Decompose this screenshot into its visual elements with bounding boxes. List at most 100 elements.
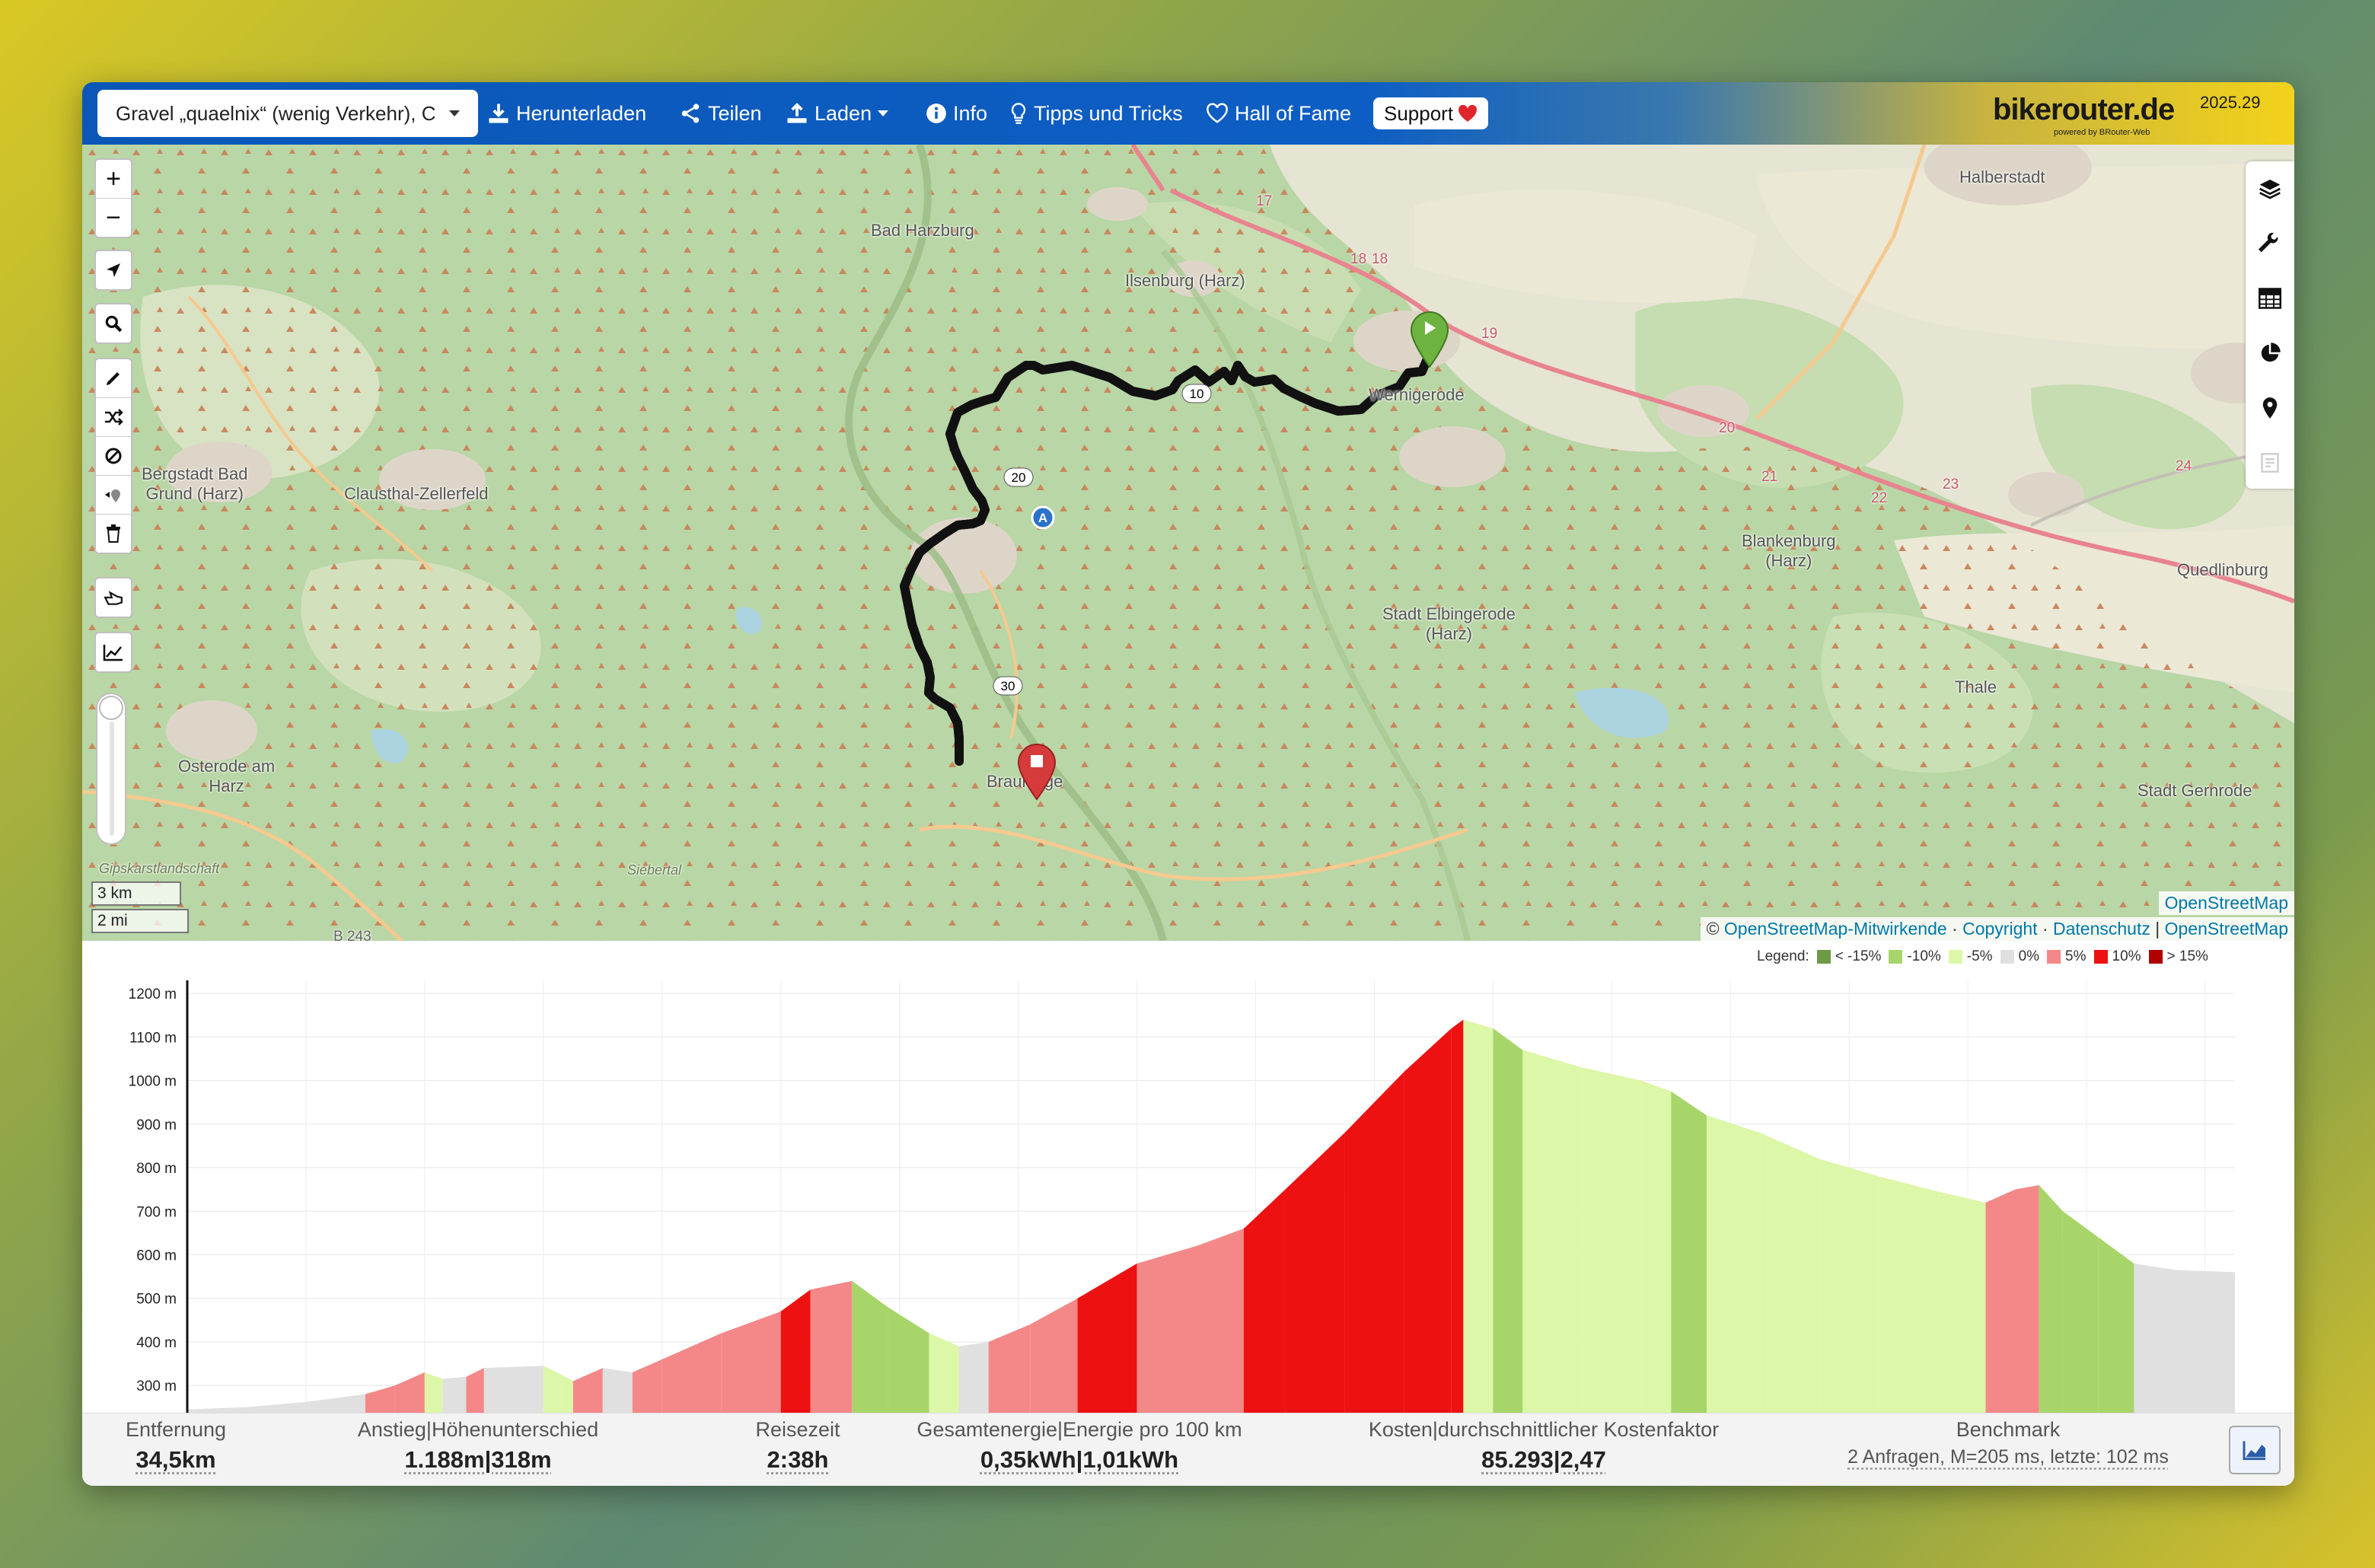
stop-icon <box>1031 755 1043 767</box>
legend-swatch <box>2148 949 2163 964</box>
profile-select[interactable]: Gravel „quaelnix“ (wenig Verkehr), C <box>97 90 478 137</box>
table-button[interactable] <box>2246 271 2294 326</box>
brand-logo[interactable]: bikerouter.de powered by BRouter-Web <box>1993 90 2191 137</box>
elevation-segment <box>1879 1176 1939 1413</box>
zoom-out-button[interactable]: − <box>106 202 121 232</box>
svg-text:30: 30 <box>1001 679 1015 693</box>
svg-text:20: 20 <box>1012 470 1026 485</box>
info-icon <box>926 104 946 123</box>
elevation-segment <box>1707 1115 1761 1413</box>
pie-chart-icon <box>2261 343 2281 362</box>
copyright-symbol: © <box>1706 919 1720 939</box>
analysis-button[interactable] <box>2246 326 2294 381</box>
legend-swatch <box>2000 949 2014 964</box>
stat-ascent: Anstieg|Höhenunterschied 1.188m|318m <box>333 1413 623 1474</box>
osm-link[interactable]: OpenStreetMap <box>2164 919 2288 939</box>
road-number: 18 <box>1350 251 1367 267</box>
elevation-segment <box>1819 1158 1879 1413</box>
elevation-segment <box>1243 1189 1286 1413</box>
attribution-top[interactable]: OpenStreetMap <box>2158 891 2294 915</box>
no-go-area-button[interactable] <box>96 437 131 476</box>
elevation-segment <box>1077 1263 1137 1413</box>
elevation-chart-button[interactable] <box>96 633 131 671</box>
separator: · <box>2042 919 2048 939</box>
reverse-route-button[interactable] <box>96 398 131 437</box>
privacy-link[interactable]: Datenschutz <box>2053 919 2150 939</box>
legend-label: 10% <box>2112 948 2141 964</box>
elevation-segment <box>2015 1184 2039 1413</box>
place-label: Halberstadt <box>1959 167 2045 186</box>
place-label: Bergstadt Bad Grund (Harz) <box>142 464 248 503</box>
road-number: 24 <box>2176 458 2192 474</box>
elevation-segment <box>424 1372 443 1413</box>
search-button[interactable] <box>96 304 131 343</box>
load-dropdown[interactable]: Laden <box>786 82 889 145</box>
energy-value: 0,35kWh|1,01kWh <box>980 1446 1179 1473</box>
place-label: Bad Harzburg <box>871 221 974 240</box>
tips-button[interactable]: Tipps und Tricks <box>1009 82 1183 145</box>
upload-icon <box>787 103 807 123</box>
y-tick-label: 1200 m <box>129 986 177 1002</box>
settings-button[interactable] <box>2246 216 2294 271</box>
elevation-segment <box>2134 1263 2176 1413</box>
heart-icon <box>1207 103 1228 123</box>
share-button[interactable]: Teilen <box>679 82 762 145</box>
elevation-segment <box>1760 1133 1820 1413</box>
elevation-segment <box>1671 1091 1707 1413</box>
legend-swatch <box>1889 949 1903 964</box>
profile-select-value: Gravel „quaelnix“ (wenig Verkehr), C <box>116 101 436 125</box>
start-marker[interactable] <box>1410 311 1449 368</box>
elevation-chart-toggle[interactable] <box>2229 1426 2281 1474</box>
elevation-segment <box>365 1385 395 1413</box>
separator: · <box>1952 919 1958 939</box>
distance-value: 34,5km <box>135 1446 216 1473</box>
download-label: Herunterladen <box>516 101 647 125</box>
elevation-segment <box>394 1372 425 1413</box>
transit-button[interactable] <box>96 578 131 617</box>
y-tick-label: 500 m <box>136 1292 177 1308</box>
route-tools <box>94 358 132 554</box>
opacity-slider[interactable] <box>96 693 126 845</box>
osm-contributors-link[interactable]: OpenStreetMap-Mitwirkende <box>1723 919 1947 939</box>
notes-button[interactable] <box>2246 435 2294 490</box>
cost-label: Kosten|durchschnittlicher Kostenfaktor <box>1368 1418 1720 1441</box>
brand-name: bikerouter.de <box>1993 93 2175 126</box>
stat-benchmark: Benchmark 2 Anfragen, M=205 ms, letzte: … <box>1818 1413 2198 1468</box>
layers-button[interactable] <box>2246 161 2294 216</box>
place-label: Ilsenburg (Harz) <box>1125 271 1245 290</box>
distance-label: Entfernung <box>125 1418 227 1441</box>
download-button[interactable]: Herunterladen <box>487 82 646 145</box>
y-tick-label: 300 m <box>136 1378 177 1394</box>
elevation-segment <box>305 1394 365 1413</box>
delete-last-point-button[interactable] <box>96 476 131 515</box>
elevation-segment <box>1938 1191 1986 1413</box>
time-value: 2:38h <box>767 1446 829 1473</box>
end-marker[interactable] <box>1017 743 1057 801</box>
info-button[interactable]: Info <box>926 82 987 145</box>
benchmark-value: 2 Anfragen, M=205 ms, letzte: 102 ms <box>1847 1446 2169 1468</box>
locate-button[interactable] <box>96 251 131 289</box>
wrench-icon <box>2259 232 2278 253</box>
place-label: Clausthal-Zellerfeld <box>344 484 489 503</box>
place-label: Wernigerode <box>1369 385 1465 404</box>
elevation-segment <box>572 1368 603 1413</box>
legend-swatch <box>2047 949 2061 964</box>
copyright-link[interactable]: Copyright <box>1962 919 2038 939</box>
via-marker[interactable]: A <box>1031 505 1055 530</box>
y-tick-label: 900 m <box>136 1117 177 1133</box>
pois-button[interactable] <box>2246 381 2294 435</box>
map-view[interactable]: 10 20 30 17 18 18 19 20 21 22 23 24 Bad … <box>82 145 2294 941</box>
support-button[interactable]: Support <box>1373 97 1489 129</box>
scale-mi: 2 mi <box>91 909 189 933</box>
zoom-in-button[interactable]: + <box>96 160 131 199</box>
draw-route-button[interactable] <box>96 359 131 398</box>
stat-energy: Gesamtenergie|Energie pro 100 km 0,35kWh… <box>897 1413 1262 1474</box>
elevation-segment <box>888 1307 929 1413</box>
hall-of-fame-button[interactable]: Hall of Fame <box>1206 82 1351 145</box>
y-tick-label: 600 m <box>136 1248 177 1264</box>
tips-label: Tipps und Tricks <box>1034 101 1183 125</box>
slider-handle[interactable] <box>99 696 123 720</box>
delete-route-button[interactable] <box>96 515 131 553</box>
line-chart-icon <box>103 645 123 661</box>
